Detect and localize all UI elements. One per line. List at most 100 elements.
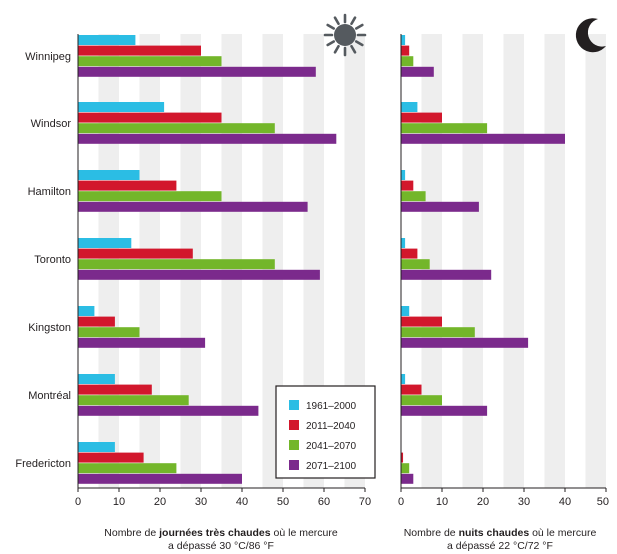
sun-ray <box>354 40 364 47</box>
right-bar-kingston-2 <box>401 327 475 338</box>
left-bar-kingston-2 <box>78 327 140 338</box>
legend-swatch <box>289 440 299 450</box>
left-bar-kingston-0 <box>78 306 95 316</box>
left-tick-label: 20 <box>154 496 166 508</box>
right-tick-label: 20 <box>477 496 489 508</box>
left-bar-winnipeg-3 <box>78 66 316 77</box>
right-bar-montral-1 <box>401 384 422 395</box>
right-bar-toronto-2 <box>401 259 430 270</box>
left-tick-label: 60 <box>318 496 330 508</box>
right-bar-toronto-0 <box>401 238 406 248</box>
right-tick-label: 10 <box>436 496 448 508</box>
right-grid-band <box>462 34 483 488</box>
right-bar-fredericton-3 <box>401 473 414 484</box>
right-bar-kingston-3 <box>401 337 529 348</box>
right-bar-fredericton-2 <box>401 463 410 474</box>
right-tick-label: 50 <box>597 496 609 508</box>
left-bar-winnipeg-0 <box>78 35 136 45</box>
left-bar-windsor-0 <box>78 102 165 112</box>
sun-icon <box>323 13 367 57</box>
right-x-axis-label: Nombre de nuits chaudes où le mercure a … <box>403 527 597 552</box>
right-bar-toronto-3 <box>401 269 492 280</box>
left-bar-toronto-0 <box>78 238 132 248</box>
sun-ray <box>354 23 364 30</box>
legend-swatch <box>289 460 299 470</box>
sun-ray <box>333 44 340 54</box>
category-label: Kingston <box>28 322 71 334</box>
right-bar-winnipeg-1 <box>401 45 410 56</box>
left-bar-montral-0 <box>78 374 115 384</box>
right-bar-windsor-0 <box>401 102 418 112</box>
left-bar-toronto-2 <box>78 259 275 270</box>
left-tick-label: 70 <box>359 496 371 508</box>
left-bar-montral-2 <box>78 395 189 406</box>
moon-shape <box>575 18 606 53</box>
left-bar-fredericton-3 <box>78 473 242 484</box>
left-tick-label: 10 <box>113 496 125 508</box>
left-bar-winnipeg-1 <box>78 45 201 56</box>
left-bar-fredericton-2 <box>78 463 177 474</box>
sun-ray <box>350 44 357 54</box>
right-tick-label: 30 <box>518 496 530 508</box>
category-label: Montréal <box>28 390 71 402</box>
moon-icon <box>575 18 606 53</box>
right-grid-band <box>585 34 606 488</box>
right-grid-band <box>544 34 565 488</box>
right-bar-toronto-1 <box>401 248 418 259</box>
left-tick-label: 0 <box>75 496 81 508</box>
left-tick-label: 30 <box>195 496 207 508</box>
legend-label: 2041–2070 <box>306 441 356 452</box>
left-bar-hamilton-2 <box>78 191 222 202</box>
category-label: Toronto <box>34 254 71 266</box>
right-bar-windsor-1 <box>401 112 442 123</box>
right-bar-hamilton-1 <box>401 180 414 191</box>
left-bar-toronto-3 <box>78 269 320 280</box>
category-label: Windsor <box>31 118 72 130</box>
left-bar-hamilton-1 <box>78 180 177 191</box>
right-bar-fredericton-1 <box>401 452 404 463</box>
left-bar-windsor-3 <box>78 133 337 144</box>
left-bar-montral-1 <box>78 384 152 395</box>
sun-ray <box>333 16 340 26</box>
right-bar-winnipeg-3 <box>401 66 434 77</box>
legend-swatch <box>289 400 299 410</box>
left-grid-band <box>303 34 324 488</box>
right-tick-label: 0 <box>398 496 404 508</box>
right-bar-hamilton-3 <box>401 201 479 212</box>
left-bar-toronto-1 <box>78 248 193 259</box>
right-bar-windsor-2 <box>401 123 488 134</box>
sun-ray <box>326 23 336 30</box>
left-bar-windsor-1 <box>78 112 222 123</box>
left-tick-label: 50 <box>277 496 289 508</box>
right-bar-montral-2 <box>401 395 442 406</box>
left-bar-kingston-1 <box>78 316 115 327</box>
legend-swatch <box>289 420 299 430</box>
left-grid-band <box>344 34 365 488</box>
category-label: Winnipeg <box>25 51 71 63</box>
left-bar-hamilton-3 <box>78 201 308 212</box>
left-tick-label: 40 <box>236 496 248 508</box>
right-grid-band <box>421 34 442 488</box>
sun-ray <box>350 16 357 26</box>
sun-disc <box>334 24 356 46</box>
left-bar-hamilton-0 <box>78 170 140 180</box>
left-x-axis-label: Nombre de journées très chaudes où le me… <box>104 527 338 552</box>
right-bar-hamilton-0 <box>401 170 406 180</box>
right-bar-montral-0 <box>401 374 406 384</box>
right-bar-kingston-0 <box>401 306 410 316</box>
left-bar-fredericton-1 <box>78 452 144 463</box>
legend-label: 2071–2100 <box>306 461 356 472</box>
right-grid-band <box>503 34 524 488</box>
right-bar-windsor-3 <box>401 133 565 144</box>
right-bar-winnipeg-2 <box>401 56 414 67</box>
right-bar-kingston-1 <box>401 316 442 327</box>
left-bar-kingston-3 <box>78 337 206 348</box>
right-bar-hamilton-2 <box>401 191 426 202</box>
legend-label: 2011–2040 <box>306 421 356 432</box>
left-bar-montral-3 <box>78 405 259 416</box>
left-bar-windsor-2 <box>78 123 275 134</box>
sun-ray <box>326 40 336 47</box>
category-label: Hamilton <box>28 186 71 198</box>
left-bar-fredericton-0 <box>78 442 115 452</box>
